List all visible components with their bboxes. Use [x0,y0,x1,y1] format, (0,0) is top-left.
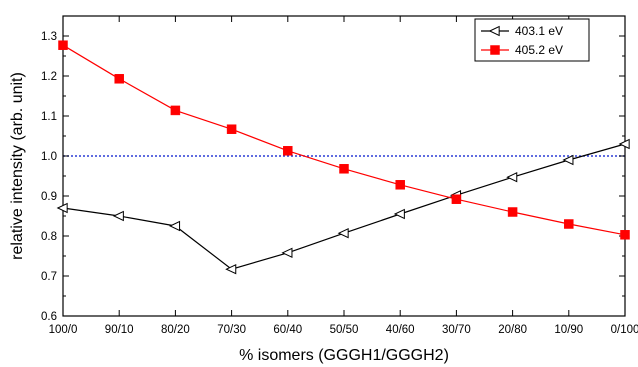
data-point [393,208,405,220]
data-point [169,220,181,232]
x-tick-label: 100/0 [49,324,78,336]
series-line [62,143,626,270]
data-point [564,219,574,229]
data-point [339,164,349,174]
x-tick-label: 30/70 [442,324,471,336]
x-tick-label: 20/80 [498,324,527,336]
y-tick-label: 0.6 [41,311,57,323]
y-tick-label: 0.9 [41,191,57,203]
y-tick-label: 0.7 [41,271,57,283]
x-tick-label: 50/50 [330,324,359,336]
data-point [170,105,181,116]
data-point [395,180,405,190]
series-1 [56,138,630,275]
legend-label: 403.1 eV [515,24,563,38]
x-tick-label: 80/20 [161,324,190,336]
axes: 0.6 0.7 0.8 0.9 1.0 1.1 1.2 1.3 100/0 90/10 80/20 7… [41,15,638,336]
legend-label: 405.2 eV [515,43,563,57]
series-2 [58,40,630,240]
x-tick-label: 90/10 [105,324,134,336]
y-tick-label: 0.8 [41,231,57,243]
data-point [281,247,293,259]
x-tick-label: 0/100 [611,324,638,336]
y-tick-label: 1.0 [41,151,57,163]
series-line [62,44,626,236]
series-layer [56,40,630,275]
x-tick-label: 60/40 [273,324,302,336]
data-point [226,124,237,134]
data-point [283,146,293,156]
data-point [618,138,630,150]
y-tick-label: 1.1 [41,111,57,123]
x-tick-label: 10/90 [554,324,583,336]
data-point [620,230,630,240]
legend-marker [488,25,500,37]
y-tick-label: 1.2 [41,71,57,83]
x-axis-title: % isomers (GGGH1/GGGH2) [239,347,449,364]
x-tick-label: 70/30 [217,324,246,336]
data-point [56,202,68,214]
data-point [225,263,237,275]
x-tick-label: 40/60 [386,324,415,336]
data-point [114,74,124,84]
data-point [507,207,518,217]
y-axis-title: relative intensity (arb. unit) [9,72,26,260]
data-point [451,194,462,204]
data-point [58,40,68,50]
legend: 403.1 eV 405.2 eV [474,18,590,62]
data-point [112,210,124,222]
legend-marker [490,45,500,55]
y-tick-label: 1.3 [41,31,57,43]
data-point [562,154,574,166]
data-point [337,227,349,239]
data-point [506,171,518,183]
